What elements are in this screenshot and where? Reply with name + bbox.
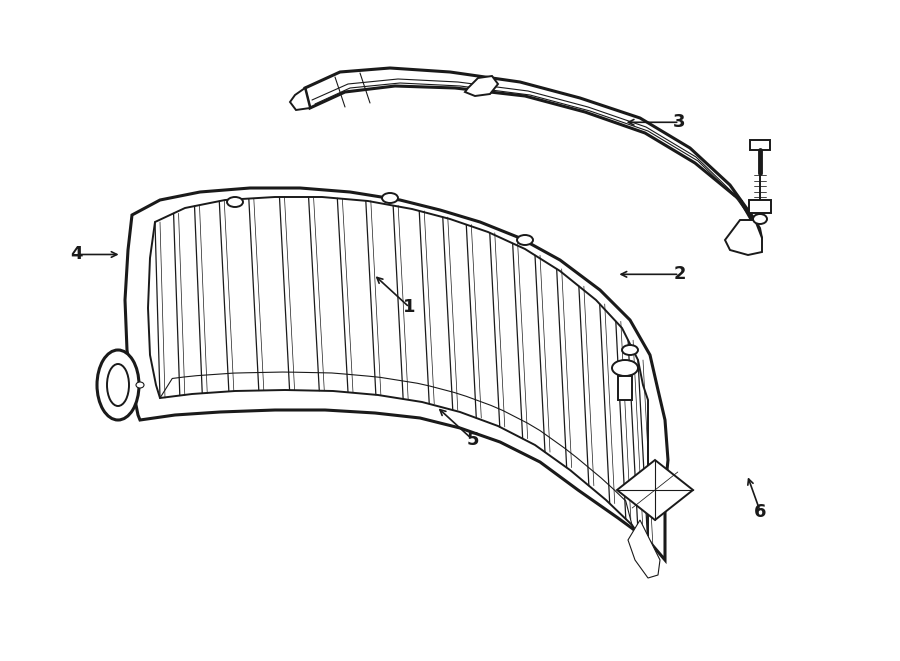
- Text: 6: 6: [754, 503, 767, 522]
- Polygon shape: [148, 197, 648, 548]
- Ellipse shape: [97, 350, 139, 420]
- Ellipse shape: [227, 197, 243, 207]
- Polygon shape: [750, 140, 770, 150]
- Polygon shape: [125, 188, 668, 560]
- Polygon shape: [465, 76, 498, 96]
- Text: 3: 3: [673, 113, 686, 132]
- Polygon shape: [305, 68, 760, 235]
- Text: 4: 4: [70, 245, 83, 264]
- Polygon shape: [749, 200, 771, 213]
- Ellipse shape: [753, 214, 767, 224]
- Ellipse shape: [612, 360, 638, 376]
- Polygon shape: [290, 88, 310, 110]
- Polygon shape: [618, 376, 632, 400]
- Text: 1: 1: [403, 298, 416, 317]
- Text: 5: 5: [466, 430, 479, 449]
- Ellipse shape: [382, 193, 398, 203]
- Ellipse shape: [622, 345, 638, 355]
- Polygon shape: [725, 220, 762, 255]
- Ellipse shape: [107, 364, 129, 406]
- Text: 2: 2: [673, 265, 686, 284]
- Polygon shape: [617, 460, 693, 520]
- Ellipse shape: [136, 382, 144, 388]
- Ellipse shape: [517, 235, 533, 245]
- Polygon shape: [628, 520, 660, 578]
